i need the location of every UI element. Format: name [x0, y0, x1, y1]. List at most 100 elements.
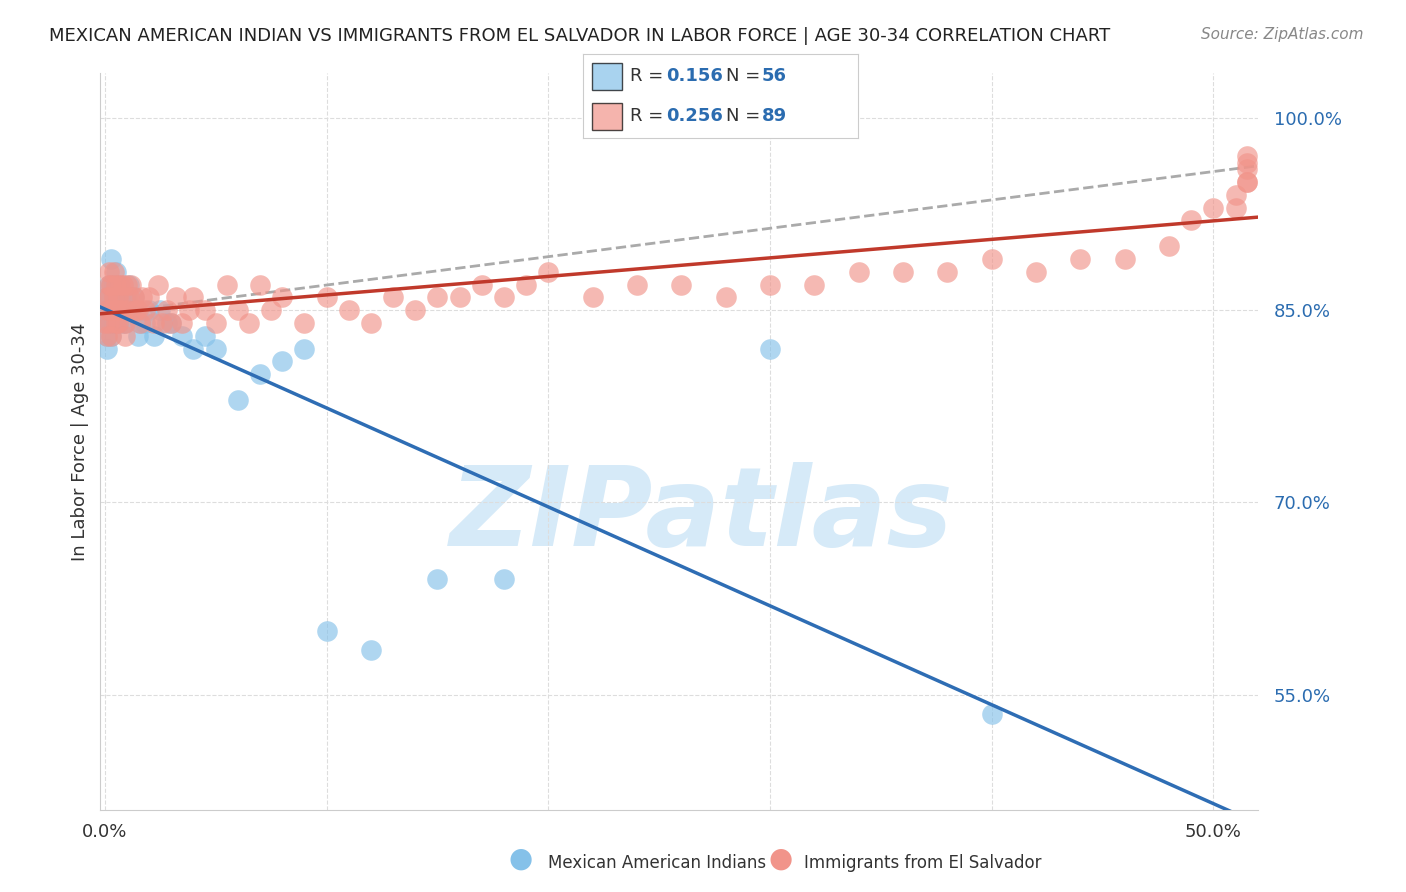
Point — [1180, 213, 1202, 227]
Point — [1236, 175, 1258, 189]
Point — [115, 303, 138, 318]
Point — [146, 277, 169, 292]
Point — [134, 316, 156, 330]
Point — [360, 643, 382, 657]
Point — [1025, 265, 1047, 279]
Point — [449, 290, 471, 304]
Point — [138, 303, 160, 318]
Point — [1225, 187, 1247, 202]
Point — [152, 316, 174, 330]
Point — [204, 342, 226, 356]
Text: 56: 56 — [762, 68, 787, 86]
Point — [114, 290, 136, 304]
Point — [110, 277, 132, 292]
Text: 0.156: 0.156 — [666, 68, 723, 86]
Point — [98, 277, 121, 292]
Point — [114, 316, 136, 330]
Point — [1236, 175, 1258, 189]
Point — [292, 342, 315, 356]
Point — [271, 354, 294, 368]
Point — [177, 303, 200, 318]
Point — [193, 328, 215, 343]
Point — [127, 328, 149, 343]
Point — [127, 303, 149, 318]
Point — [104, 303, 127, 318]
Point — [98, 316, 121, 330]
Point — [226, 392, 249, 407]
Point — [103, 290, 125, 304]
Point — [759, 277, 782, 292]
Point — [165, 290, 187, 304]
Point — [131, 290, 153, 304]
Point — [315, 290, 337, 304]
Point — [183, 290, 205, 304]
Point — [172, 328, 194, 343]
Point — [492, 573, 515, 587]
Point — [100, 303, 122, 318]
Point — [122, 290, 145, 304]
Point — [156, 316, 179, 330]
Point — [98, 303, 121, 318]
Point — [104, 316, 127, 330]
Point — [980, 252, 1002, 266]
Point — [96, 303, 118, 318]
Point — [193, 303, 215, 318]
Point — [382, 290, 405, 304]
Point — [142, 316, 165, 330]
Point — [122, 290, 145, 304]
Point — [110, 290, 132, 304]
Point — [115, 303, 138, 318]
Point — [94, 316, 117, 330]
Text: Immigrants from El Salvador: Immigrants from El Salvador — [804, 855, 1042, 872]
Point — [360, 316, 382, 330]
Point — [104, 303, 127, 318]
Point — [492, 290, 515, 304]
Point — [142, 328, 165, 343]
Point — [120, 303, 142, 318]
Point — [107, 303, 129, 318]
Point — [103, 265, 125, 279]
Point — [98, 290, 121, 304]
Text: 89: 89 — [762, 107, 787, 125]
Point — [426, 573, 449, 587]
Point — [115, 290, 138, 304]
Point — [107, 303, 129, 318]
Text: ZIPatlas: ZIPatlas — [450, 462, 955, 569]
Point — [1236, 149, 1258, 163]
Point — [404, 303, 426, 318]
Point — [110, 303, 132, 318]
Point — [98, 316, 121, 330]
Text: R =: R = — [630, 68, 669, 86]
Point — [215, 277, 238, 292]
Point — [100, 316, 122, 330]
Point — [129, 316, 152, 330]
Point — [803, 277, 825, 292]
Point — [118, 290, 141, 304]
Point — [160, 316, 183, 330]
Point — [115, 277, 138, 292]
Point — [337, 303, 360, 318]
Point — [315, 624, 337, 638]
Point — [204, 316, 226, 330]
Point — [1202, 201, 1225, 215]
Point — [98, 277, 121, 292]
Point — [118, 277, 141, 292]
Point — [114, 316, 136, 330]
Text: ●: ● — [768, 845, 793, 872]
Point — [98, 265, 121, 279]
Point — [129, 316, 152, 330]
Point — [626, 277, 648, 292]
Point — [111, 303, 134, 318]
Point — [103, 316, 125, 330]
Point — [104, 290, 127, 304]
Point — [936, 265, 959, 279]
FancyBboxPatch shape — [592, 103, 621, 130]
Point — [714, 290, 737, 304]
Point — [134, 303, 156, 318]
Point — [426, 290, 449, 304]
Point — [96, 290, 118, 304]
Point — [111, 277, 134, 292]
Point — [100, 277, 122, 292]
Y-axis label: In Labor Force | Age 30-34: In Labor Force | Age 30-34 — [72, 322, 89, 561]
Point — [1225, 201, 1247, 215]
